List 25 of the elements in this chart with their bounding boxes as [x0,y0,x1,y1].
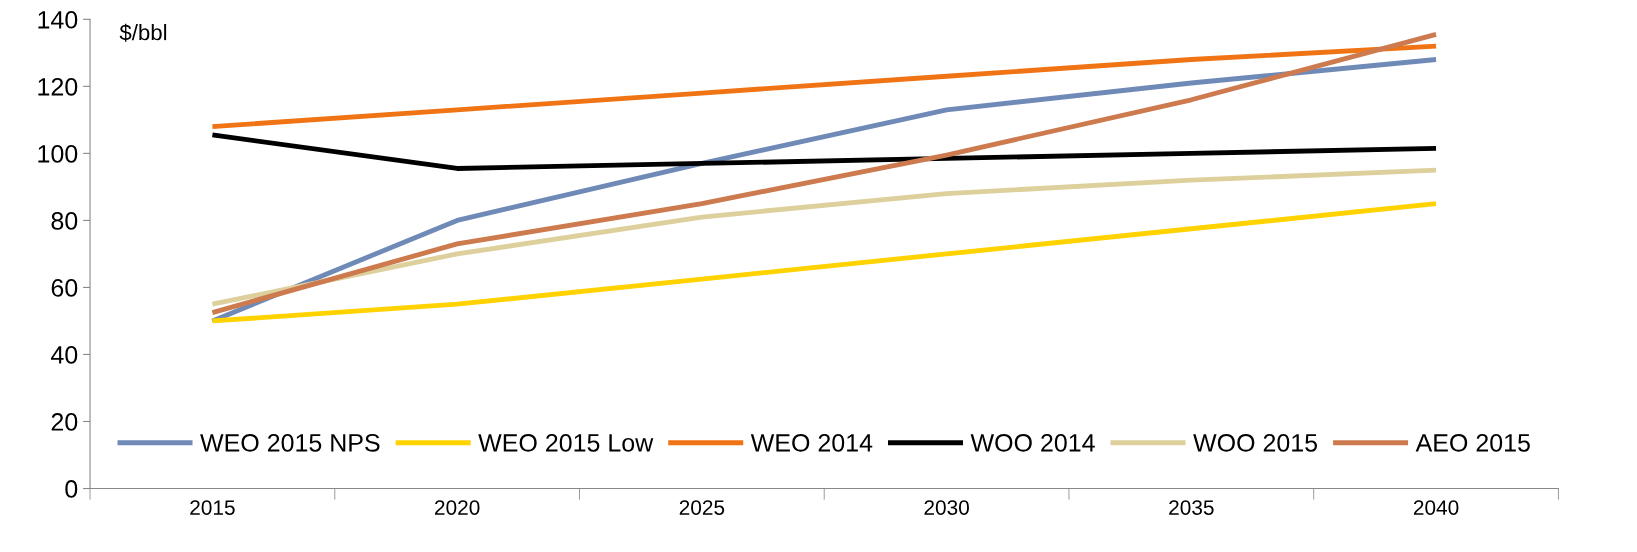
legend-label: WOO 2014 [970,433,1095,452]
y-tick-label: 120 [38,77,78,96]
y-axis-title: $/bbl [119,23,167,42]
x-tick-label: 2015 [190,500,235,515]
y-tick-label: 20 [51,413,78,431]
line-series [209,132,1439,171]
x-tick-label: 2020 [435,500,480,515]
x-tick-label: 2025 [679,500,725,515]
y-tick-label: 40 [51,346,78,364]
line-series [209,167,1439,307]
x-tick-label: 2030 [924,500,969,515]
legend-label: WOO 2015 [1193,433,1318,452]
legend-label: WEO 2014 [750,433,873,452]
x-tick-label: 2040 [1413,500,1459,515]
legend-label: WEO 2015 Low [478,433,654,452]
line-series [209,201,1439,324]
y-tick-label: 60 [51,279,78,297]
legend-label: WEO 2015 NPS [200,433,380,452]
legend-label: AEO 2015 [1415,433,1530,452]
y-tick-label: 140 [38,10,78,29]
y-tick-label: 100 [38,144,78,163]
x-tick-label: 2035 [1169,500,1214,515]
y-tick-label: 80 [51,212,78,230]
line-series [209,43,1439,129]
y-tick-label: 0 [65,480,78,498]
